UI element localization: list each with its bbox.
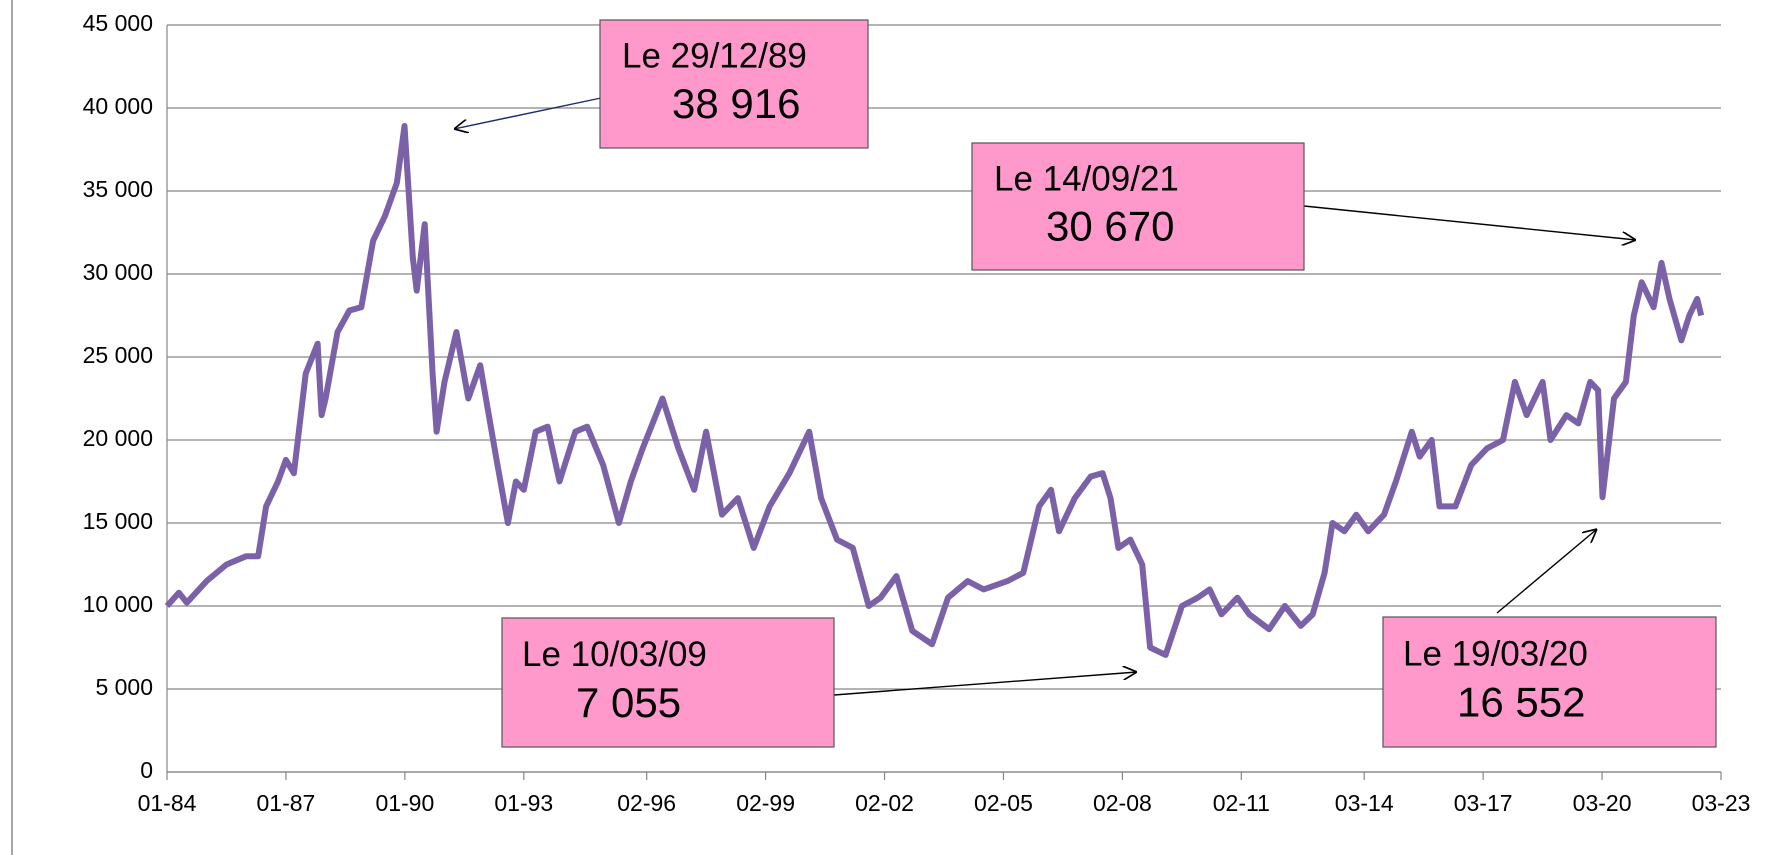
x-tick-label: 02-11 [1213,790,1270,816]
annotation-box [1382,616,1717,748]
annotation-date: Le 14/09/21 [994,159,1179,198]
x-tick-label: 02-99 [736,790,795,816]
annotation-value: 30 670 [1046,202,1174,249]
x-tick-label: 01-87 [257,790,316,816]
line-series [164,123,1705,658]
y-tick-label: 20 000 [83,425,153,451]
y-tick-label: 30 000 [83,259,153,285]
x-tick-label: 01-84 [138,790,197,816]
annotation-box [501,617,835,748]
annotation-arrow [833,672,1137,696]
y-tick-label: 0 [140,757,153,783]
annotation-date: Le 19/03/20 [1403,634,1588,673]
annotation-date: Le 10/03/09 [522,635,707,674]
y-tick-label: 25 000 [83,342,153,368]
annotation-box [971,142,1305,271]
x-tick-label: 03-17 [1454,790,1513,816]
annotation-value: 7 055 [576,679,681,726]
x-tick-label: 02-96 [617,790,676,816]
x-tick-label: 03-14 [1335,790,1394,816]
x-tick-label: 02-02 [855,790,914,816]
annotation-arrow [1303,205,1636,240]
y-tick-label: 5 000 [95,674,153,700]
y-tick-label: 15 000 [83,508,153,534]
annotation-arrow [1496,529,1597,614]
annotation-date: Le 29/12/89 [622,37,807,76]
x-tick-label: 01-90 [375,790,434,816]
x-tick-label: 03-23 [1692,790,1751,816]
y-tick-label: 40 000 [83,93,153,119]
annotation-box [599,19,869,149]
x-tick-label: 02-08 [1093,790,1152,816]
annotation-value: 38 916 [672,80,800,127]
x-tick-label: 01-93 [494,790,553,816]
x-tick-label: 03-20 [1573,790,1632,816]
annotation-value: 16 552 [1457,678,1585,725]
x-tick-label: 02-05 [974,790,1033,816]
y-tick-label: 45 000 [83,10,153,36]
annotation-arrow [454,97,602,129]
y-tick-label: 35 000 [83,176,153,202]
y-tick-label: 10 000 [83,591,153,617]
